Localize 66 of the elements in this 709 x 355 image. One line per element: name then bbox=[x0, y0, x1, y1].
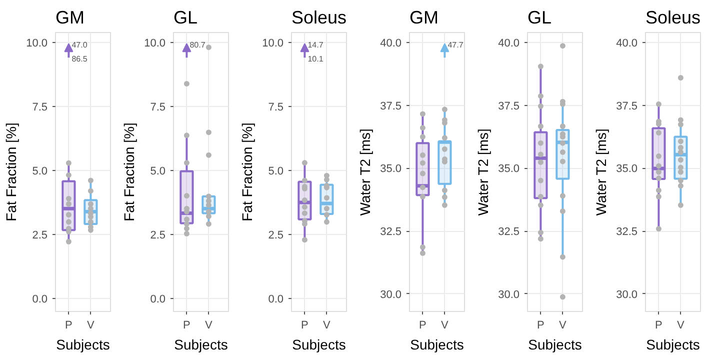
chart-title: GL bbox=[174, 8, 198, 28]
chart-title: Soleus bbox=[646, 8, 701, 28]
y-tick-label: 37.5 bbox=[616, 100, 638, 112]
x-tick-label: P bbox=[655, 320, 662, 332]
y-axis-title: Fat Fraction [%] bbox=[3, 122, 20, 222]
y-tick-label: 7.5 bbox=[150, 102, 166, 114]
annotation: 86.5 bbox=[72, 54, 88, 64]
annotation: 14.7 bbox=[308, 40, 324, 50]
x-tick-label: V bbox=[323, 320, 332, 332]
x-axis-title: Subjects bbox=[174, 336, 228, 352]
x-tick-label: V bbox=[559, 320, 568, 332]
chart-title: Soleus bbox=[292, 8, 347, 28]
y-axis-title: Water T2 [ms] bbox=[475, 128, 492, 216]
y-tick-label: 10.0 bbox=[26, 38, 48, 50]
y-tick-label: 35.0 bbox=[616, 163, 638, 176]
y-axis-title: Fat Fraction [%] bbox=[121, 122, 138, 222]
y-tick-label: 0.0 bbox=[268, 294, 284, 306]
y-tick-label: 30.0 bbox=[498, 288, 520, 301]
annotation: 80.7 bbox=[190, 40, 206, 50]
y-tick-label: 5.0 bbox=[268, 166, 284, 178]
x-axis-title: Subjects bbox=[646, 336, 700, 352]
y-tick-label: 32.5 bbox=[380, 226, 402, 238]
y-tick-label: 10.0 bbox=[144, 38, 166, 50]
y-tick-label: 2.5 bbox=[268, 230, 284, 242]
y-tick-label: 40.0 bbox=[380, 38, 402, 50]
y-tick-label: 30.0 bbox=[616, 288, 638, 301]
y-tick-label: 35.0 bbox=[498, 163, 520, 176]
chart-title: GM bbox=[56, 8, 84, 28]
y-tick-label: 5.0 bbox=[150, 166, 166, 178]
y-tick-label: 0.0 bbox=[32, 294, 48, 306]
y-tick-label: 37.5 bbox=[380, 100, 402, 112]
x-axis-title: Subjects bbox=[56, 336, 110, 352]
y-tick-label: 0.0 bbox=[150, 294, 166, 306]
y-tick-label: 10.0 bbox=[262, 38, 284, 50]
y-tick-label: 7.5 bbox=[32, 102, 48, 114]
chart-title: GM bbox=[410, 8, 438, 28]
annotation: 47.0 bbox=[72, 40, 88, 50]
x-tick-label: V bbox=[205, 320, 214, 332]
y-tick-label: 30.0 bbox=[380, 288, 402, 301]
x-tick-label: P bbox=[419, 320, 426, 332]
y-tick-label: 40.0 bbox=[498, 38, 520, 50]
chart-title: GL bbox=[528, 8, 552, 28]
y-tick-label: 2.5 bbox=[32, 230, 48, 242]
x-axis-title: Subjects bbox=[410, 336, 464, 352]
annotation: 10.1 bbox=[308, 54, 324, 64]
y-tick-label: 7.5 bbox=[268, 102, 284, 114]
y-tick-label: 40.0 bbox=[616, 38, 638, 50]
y-tick-label: 5.0 bbox=[32, 166, 48, 178]
y-axis-title: Fat Fraction [%] bbox=[239, 122, 256, 222]
annotation: 47.7 bbox=[448, 40, 464, 50]
x-axis-title: Subjects bbox=[528, 336, 582, 352]
y-tick-label: 32.5 bbox=[498, 226, 520, 238]
y-tick-label: 35.0 bbox=[380, 163, 402, 176]
y-tick-label: 37.5 bbox=[498, 100, 520, 112]
x-tick-label: V bbox=[441, 320, 450, 332]
y-axis-title: Water T2 [ms] bbox=[593, 128, 610, 216]
x-tick-label: V bbox=[677, 320, 686, 332]
y-axis-title: Water T2 [ms] bbox=[357, 128, 374, 216]
x-tick-label: P bbox=[537, 320, 544, 332]
x-tick-label: P bbox=[301, 320, 308, 332]
x-tick-label: P bbox=[65, 320, 72, 332]
y-tick-label: 32.5 bbox=[616, 226, 638, 238]
x-tick-label: P bbox=[183, 320, 190, 332]
x-tick-label: V bbox=[87, 320, 96, 332]
y-tick-label: 2.5 bbox=[150, 230, 166, 242]
x-axis-title: Subjects bbox=[292, 336, 346, 352]
